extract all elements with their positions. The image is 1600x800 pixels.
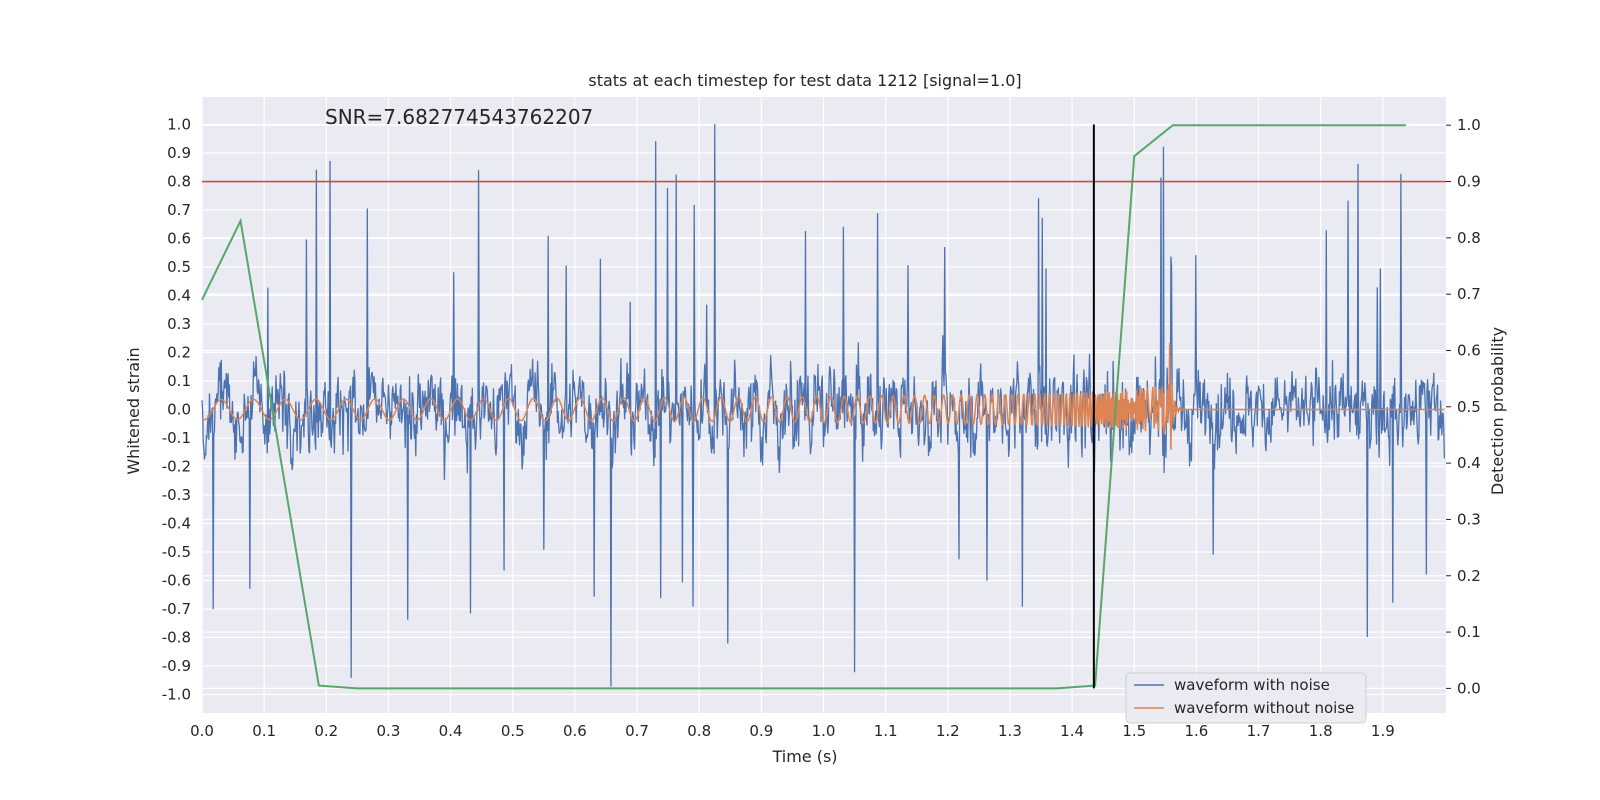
y-tick-label-right: 0.1 [1457, 623, 1481, 641]
x-tick-label: 0.8 [687, 722, 711, 740]
y-tick-label-left: -0.2 [162, 458, 191, 476]
clean-waveform-line [201, 342, 1445, 450]
y-tick-label-left: -0.8 [162, 629, 191, 647]
x-tick-label: 0.0 [190, 722, 214, 740]
legend-label-noise: waveform with noise [1174, 676, 1330, 694]
y-tick-label-left: -0.5 [162, 543, 191, 561]
y-tick-label-right: 0.9 [1457, 173, 1481, 191]
y-tick-label-left: 0.2 [167, 344, 191, 362]
y-tick-label-left: -0.6 [162, 572, 191, 590]
noisy-waveform-line [201, 123, 1446, 687]
y-axis-label-left: Whitened strain [124, 347, 143, 474]
legend-label-clean: waveform without noise [1174, 699, 1354, 717]
y-tick-label-left: 0.5 [167, 258, 191, 276]
x-tick-label: 0.4 [439, 722, 463, 740]
y-tick-label-right: 0.6 [1457, 341, 1481, 359]
x-tick-label: 1.7 [1247, 722, 1271, 740]
x-tick-label: 1.5 [1122, 722, 1146, 740]
y-tick-label-left: 0.6 [167, 230, 191, 248]
x-tick-label: 0.2 [314, 722, 338, 740]
y-tick-label-right: 0.4 [1457, 454, 1481, 472]
x-tick-label: 1.9 [1371, 722, 1395, 740]
y-tick-label-left: 0.0 [167, 401, 191, 419]
y-tick-label-left: 0.1 [167, 372, 191, 390]
tick-labels: 0.0 0.1 0.2 0.3 0.4 0.5 0.6 0.7 0.8 0.9 1.0 1.1 1.2 1… [162, 116, 1481, 741]
x-tick-label: 0.9 [749, 722, 773, 740]
y-tick-label-left: 0.9 [167, 144, 191, 162]
y-tick-label-left: -0.1 [162, 429, 191, 447]
x-tick-label: 1.4 [1060, 722, 1084, 740]
clean-waveform [201, 342, 1445, 450]
detection-probability-line [201, 124, 1406, 690]
x-tick-label: 0.3 [377, 722, 401, 740]
snr-annotation: SNR=7.682774543762207 [325, 105, 593, 129]
x-tick-label: 0.7 [625, 722, 649, 740]
chart-title: stats at each timestep for test data 121… [588, 71, 1021, 90]
y-tick-label-left: 0.8 [167, 173, 191, 191]
y-tick-label-right: 1.0 [1457, 116, 1481, 134]
y-tick-label-left: -0.9 [162, 657, 191, 675]
y-tick-label-left: 1.0 [167, 116, 191, 134]
x-tick-label: 1.0 [812, 722, 836, 740]
x-tick-label: 0.5 [501, 722, 525, 740]
y-tick-label-right: 0.8 [1457, 229, 1481, 247]
y-tick-label-left: -1.0 [162, 686, 191, 704]
grid [201, 97, 1446, 713]
y-tick-label-right: 0.2 [1457, 567, 1481, 585]
y-tick-label-left: 0.3 [167, 315, 191, 333]
detection-probability [201, 124, 1406, 690]
x-tick-label: 0.1 [252, 722, 276, 740]
y-tick-label-left: 0.7 [167, 201, 191, 219]
legend-box [1125, 672, 1367, 724]
reference-lines [202, 124, 1446, 689]
legend: waveform with noise waveform without noi… [1125, 672, 1367, 724]
y-axis-label-right: Detection probability [1488, 327, 1507, 495]
x-tick-label: 1.3 [998, 722, 1022, 740]
y-tick-label-right: 0.5 [1457, 398, 1481, 416]
x-tick-label: 1.8 [1309, 722, 1333, 740]
y-tick-label-right: 0.7 [1457, 285, 1481, 303]
y-tick-label-left: -0.7 [162, 600, 191, 618]
x-tick-label: 1.6 [1184, 722, 1208, 740]
y-tick-label-left: -0.4 [162, 515, 191, 533]
y-tick-label-right: 0.0 [1457, 679, 1481, 697]
x-tick-label: 1.1 [874, 722, 898, 740]
y-tick-label-left: -0.3 [162, 486, 191, 504]
x-tick-label: 1.2 [936, 722, 960, 740]
x-tick-label: 0.6 [563, 722, 587, 740]
y-tick-label-left: 0.4 [167, 287, 191, 305]
x-axis-label: Time (s) [771, 747, 837, 766]
noisy-waveform [201, 123, 1446, 687]
y-tick-label-right: 0.3 [1457, 510, 1481, 528]
